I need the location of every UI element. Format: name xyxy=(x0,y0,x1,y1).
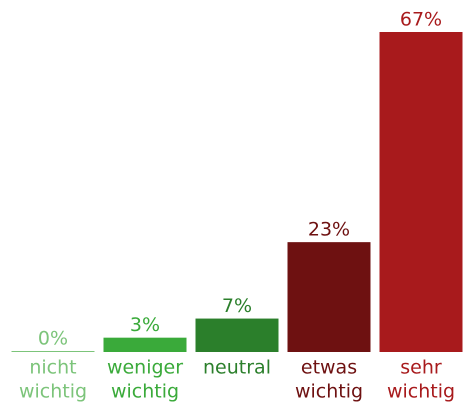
category-label: wichtig xyxy=(111,381,179,403)
category-label: wichtig xyxy=(19,381,87,403)
value-label: 67% xyxy=(400,9,442,31)
bar xyxy=(287,242,371,352)
category-label: neutral xyxy=(203,357,271,379)
category-label: etwas xyxy=(301,357,357,379)
value-label: 3% xyxy=(130,314,160,336)
category-label: wichtig xyxy=(387,381,455,403)
bar xyxy=(11,351,95,352)
category-label: nicht xyxy=(29,357,76,379)
value-label: 7% xyxy=(222,295,252,317)
category-label: weniger xyxy=(107,357,183,379)
value-label: 0% xyxy=(38,328,68,350)
bar xyxy=(195,318,279,352)
category-label: sehr xyxy=(400,357,442,379)
category-label: wichtig xyxy=(295,381,363,403)
value-label: 23% xyxy=(308,219,350,241)
bar xyxy=(379,32,463,352)
bar xyxy=(103,337,187,352)
